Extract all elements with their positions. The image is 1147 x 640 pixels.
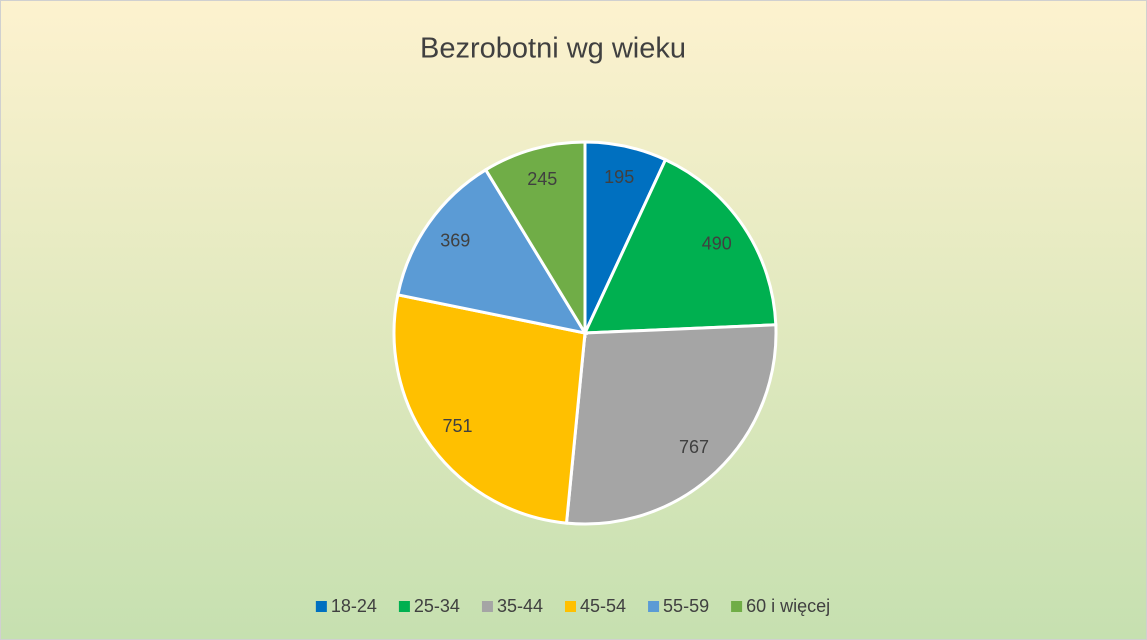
pie-slice [582, 157, 778, 335]
data-label: 490 [702, 234, 732, 254]
legend-label: 45-54 [580, 596, 626, 616]
pie-slice [564, 323, 778, 526]
chart-title: Bezrobotni wg wieku [420, 33, 686, 65]
legend-label: 25-34 [414, 596, 460, 616]
legend-swatch [648, 601, 660, 612]
data-label: 751 [442, 416, 472, 436]
legend: 18-24 25-34 35-44 45-54 55-59 60 i więcej [315, 596, 830, 616]
legend-swatch [731, 601, 743, 612]
legend-label: 35-44 [497, 596, 543, 616]
data-label: 245 [527, 169, 557, 189]
pie-slice [483, 140, 587, 339]
data-label: 195 [604, 167, 634, 187]
legend-label: 55-59 [663, 596, 709, 616]
pie: 195 490 767 751 369 245 [392, 140, 778, 526]
legend-swatch [398, 601, 410, 612]
legend-swatch [315, 601, 327, 612]
legend-label: 18-24 [331, 596, 377, 616]
pie-slice [396, 167, 589, 336]
data-label: 369 [440, 231, 470, 251]
legend-swatch [481, 601, 493, 612]
data-label: 767 [679, 437, 709, 457]
legend-swatch [565, 601, 576, 612]
pie-slice [392, 293, 587, 525]
legend-label: 60 i więcej [746, 596, 830, 616]
